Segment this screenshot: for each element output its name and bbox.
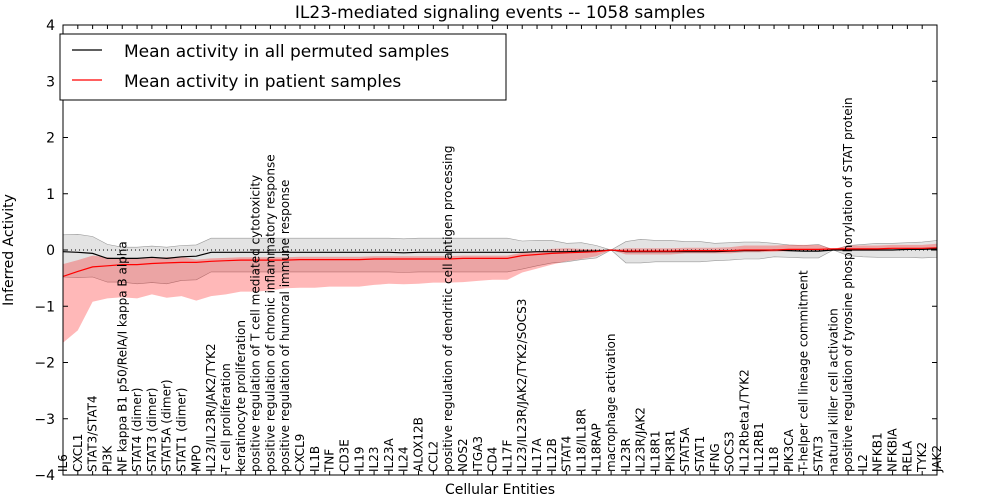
category-label: IL18R1 [649, 431, 663, 472]
legend: Mean activity in all permuted samples Me… [59, 33, 507, 101]
legend-label-patient: Mean activity in patient samples [124, 72, 401, 92]
y-tick-label: 3 [46, 74, 55, 90]
category-label: PIK3R1 [663, 430, 677, 472]
category-label: SOCS3 [723, 431, 737, 472]
category-label: TNF [323, 449, 337, 473]
category-label: IL23/IL23R/JAK2/TYK2/SOCS3 [515, 299, 529, 472]
category-label: T-helper cell lineage commitment [797, 270, 811, 473]
category-label: NFKBIA [886, 427, 900, 472]
category-label: NOS2 [456, 438, 470, 472]
category-label: IL23 [367, 447, 381, 473]
category-label: STAT4 [560, 436, 574, 472]
category-label: STAT3 (dimer) [145, 388, 159, 472]
category-label: IL12B [545, 438, 559, 472]
category-label: IL23/IL23R/JAK2/TYK2 [204, 343, 218, 472]
category-label: IL17F [500, 440, 514, 472]
permuted-mean-line [62, 248, 938, 260]
category-label: STAT3 [812, 436, 826, 472]
y-tick-label: −1 [34, 299, 55, 315]
category-label: IL1B [308, 446, 322, 472]
category-label: macrophage activation [604, 334, 618, 472]
category-label: IL23R/JAK2 [634, 407, 648, 472]
category-label: CCL2 [426, 441, 440, 472]
category-label: IL19 [352, 447, 366, 473]
category-label: positive regulation of dendritic cell an… [441, 145, 455, 472]
category-label: STAT1 (dimer) [175, 388, 189, 472]
category-label: STAT4 (dimer) [130, 388, 144, 472]
category-label: TYK2 [915, 442, 929, 473]
y-tick-label: 2 [46, 131, 55, 147]
category-label: STAT1 [693, 436, 707, 472]
category-label: T cell proliferation [219, 363, 233, 473]
category-label: CXCL1 [71, 434, 85, 472]
legend-label-permuted: Mean activity in all permuted samples [124, 42, 449, 62]
category-label: positive regulation of tyrosine phosphor… [841, 97, 855, 472]
category-label: STAT3/STAT4 [86, 395, 100, 472]
category-label: keratinocyte proliferation [234, 320, 248, 472]
y-tick-label: −3 [34, 412, 55, 428]
category-label: IL12RB1 [752, 422, 766, 472]
y-tick-label: −4 [34, 468, 55, 484]
category-labels: IL6 CXCL1 STAT3/STAT4 PI3K NF kappa B1 p50/R… [56, 97, 944, 473]
category-label: CD4 [486, 447, 500, 472]
category-label: IL2 [856, 454, 870, 472]
category-label: PI3K [100, 445, 114, 472]
x-axis-ticks [62, 25, 938, 475]
category-label: IL17A [530, 438, 544, 472]
y-tick-label: −2 [34, 356, 55, 372]
patient-band [63, 243, 937, 343]
category-label: CD3E [338, 439, 352, 472]
category-label: IL12Rbeta1/TYK2 [737, 369, 751, 472]
y-tick-label: 0 [46, 243, 55, 259]
category-label: STAT5A (dimer) [160, 379, 174, 472]
category-label: positive regulation of humoral immune re… [278, 180, 292, 472]
category-label: NFKB1 [871, 432, 885, 472]
category-label: positive regulation of T cell mediated c… [249, 175, 263, 472]
category-label: IL18/IL18R [575, 409, 589, 472]
category-label: ALOX12B [412, 417, 426, 472]
category-label: IFNG [708, 443, 722, 472]
patient-mean-line [62, 247, 938, 277]
category-label: IL18RAP [589, 423, 603, 472]
category-label: RELA [900, 440, 914, 472]
category-label: NF kappa B1 p50/RelA/I kappa B alpha [115, 241, 129, 472]
series-lines [62, 247, 938, 277]
chart-title: IL23-mediated signaling events -- 1058 s… [295, 3, 705, 23]
y-axis-ticks: −4 −3 −2 −1 0 1 2 3 4 [34, 18, 937, 484]
category-label: IL23R [619, 438, 633, 472]
y-tick-label: 4 [46, 18, 55, 34]
category-label: positive regulation of chronic inflammat… [263, 154, 277, 472]
x-axis-label: Cellular Entities [445, 482, 555, 498]
y-tick-label: 1 [46, 187, 55, 203]
y-axis-label: Inferred Activity [1, 194, 17, 306]
category-label: CXCL9 [293, 434, 307, 472]
category-label: natural killer cell activation [826, 308, 840, 472]
category-label: PIK3CA [782, 428, 796, 472]
legend-box [59, 33, 507, 101]
category-label: IL24 [397, 447, 411, 473]
category-label: ITGA3 [471, 436, 485, 472]
category-label: MPO [189, 445, 203, 472]
category-label: IL18 [767, 447, 781, 473]
category-label: IL23A [382, 438, 396, 472]
category-label: STAT5A [678, 427, 692, 472]
